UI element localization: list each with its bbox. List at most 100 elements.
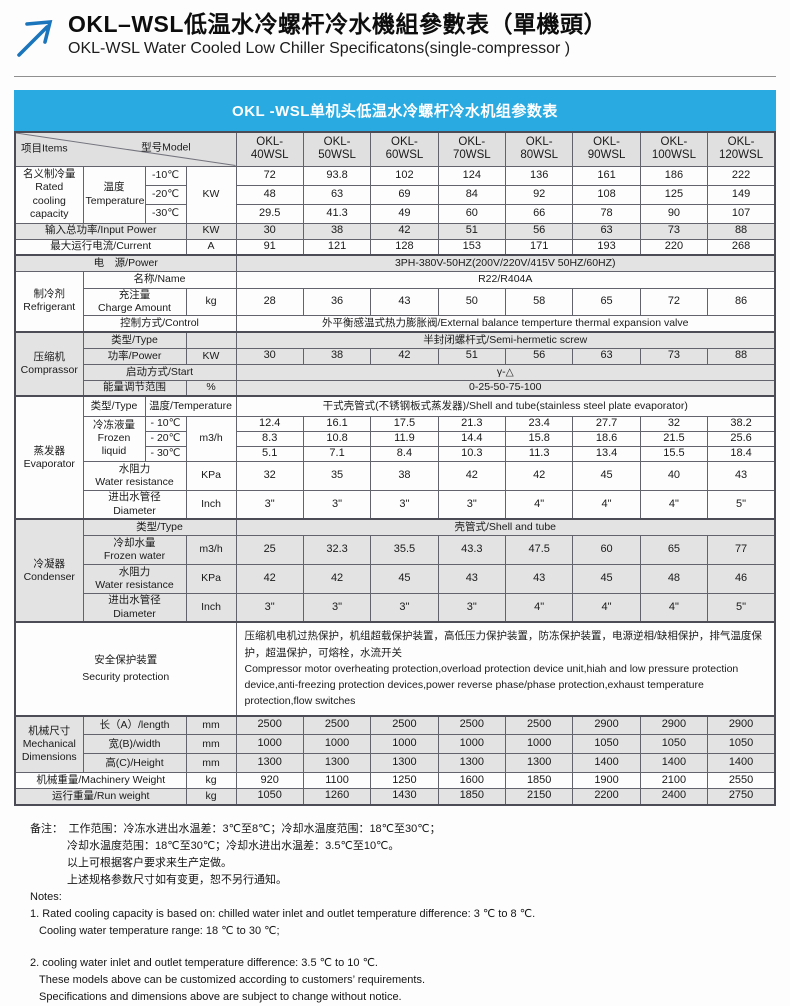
label-compressor-power: 功率/Power xyxy=(82,347,187,365)
unit-cell: kg xyxy=(185,772,237,790)
label-frozen-liquid: 冷冻液量 Frozen liquid xyxy=(82,415,146,462)
value-cell: 4" xyxy=(504,489,574,520)
value-cell: 86 xyxy=(707,287,776,316)
label-evap-diameter: 进出水管径 Diameter xyxy=(82,489,187,520)
value-cell: 1300 xyxy=(302,753,372,774)
value-cell: 42 xyxy=(370,347,439,365)
value-cell: 920 xyxy=(235,772,304,790)
value-cell: 40 xyxy=(639,460,709,491)
row-evaporator-type: 蒸发器 Evaporator 类型/Type 温度/Temperature 干式壳… xyxy=(14,395,776,520)
value-cell: 65 xyxy=(639,534,709,565)
label-width: 宽(B)/width xyxy=(82,734,187,755)
value-cell: 42 xyxy=(370,222,439,240)
value-cell: 50 xyxy=(437,287,507,316)
value-cell: 1000 xyxy=(302,734,372,755)
value-cell: 4" xyxy=(572,489,641,520)
value-cell: 21.3 xyxy=(437,415,507,432)
row-dimension-width: 宽(B)/width mm 1000 1000 1000 1000 1000 1050 10… xyxy=(15,734,776,755)
row-condenser-diameter: 进出水管径 Diameter Inch 3" 3" 3" 3" 4" 4" 4" 5" xyxy=(15,592,776,623)
value-cell: 38.2 xyxy=(707,415,776,432)
value-cell: 28 xyxy=(235,287,304,316)
model-column-header: OKL- 120WSL xyxy=(707,131,776,167)
value-cell: 2900 xyxy=(572,714,641,736)
row-condenser-water: 冷却水量 Frozen water m3/h 25 32.3 35.5 43.3 47.5… xyxy=(15,534,776,565)
value-cell: 128 xyxy=(370,238,439,256)
items-model-header: 项目Items 型号Model xyxy=(14,131,237,167)
value-cell: 32 xyxy=(639,415,709,432)
group-refrigerant: 制冷剂 Refrigerant xyxy=(14,270,84,333)
group-evaporator: 蒸发器 Evaporator xyxy=(14,395,84,520)
model-column-header: OKL- 40WSL xyxy=(235,131,304,167)
value-cell: 121 xyxy=(302,238,372,256)
page-title-zh: OKL–WSL低温水冷螺杆冷水機組參數表（單機頭） xyxy=(68,11,607,37)
temp-step-label: - 10℃ xyxy=(144,415,187,432)
value-cell: 15.5 xyxy=(639,445,709,462)
value-cell: 3" xyxy=(302,489,372,520)
label-security-protection: 安全保护装置 Security protection xyxy=(14,621,237,717)
unit-cell: A xyxy=(185,238,237,256)
value-cell: 3" xyxy=(302,592,372,623)
row-capacity-minus10: 名义制冷量 Rated cooling capacity 温度 Temperatur… xyxy=(14,165,776,224)
value-cell: 56 xyxy=(504,347,574,365)
row-compressor-power: 功率/Power KW 30 38 42 51 56 63 73 88 xyxy=(15,347,776,365)
value-cell: 102 xyxy=(370,165,439,186)
value-cell: 1300 xyxy=(504,753,574,774)
value-cell: 43.3 xyxy=(437,534,507,565)
unit-cell: kg xyxy=(185,287,237,316)
model-column-header: OKL- 80WSL xyxy=(504,131,574,167)
value-cell: 10.3 xyxy=(437,445,507,462)
value-cell: 1300 xyxy=(437,753,507,774)
value-cell: 136 xyxy=(504,165,574,186)
value-cell: 4" xyxy=(639,592,709,623)
value-cell: 222 xyxy=(707,165,776,186)
value-cell: 1400 xyxy=(572,753,641,774)
value-cell: 92 xyxy=(504,184,574,205)
value-cell: 72 xyxy=(235,165,304,186)
value-cell: 72 xyxy=(639,287,709,316)
value-cell: 60 xyxy=(437,203,507,224)
spec-table: 项目Items 型号Model OKL- 40WSL OKL- 50WSL OKL- 60… xyxy=(14,131,776,806)
value-cell: 4" xyxy=(639,489,709,520)
up-right-arrow-icon xyxy=(14,10,60,63)
value-cell: 3" xyxy=(437,489,507,520)
value-cell: 153 xyxy=(437,238,507,256)
unit-cell: m3/h xyxy=(185,534,237,565)
value-cell: 78 xyxy=(572,203,641,224)
value-cell: 1050 xyxy=(707,734,776,755)
value-cell: 1050 xyxy=(639,734,709,755)
value-cell: 2500 xyxy=(437,714,507,736)
label-evap-water-resistance: 水阻力 Water resistance xyxy=(82,460,187,491)
value-cell: 43 xyxy=(437,563,507,594)
note-line: 备注： 工作范围：冷冻水进出水温差：3℃至8℃；冷却水温度范围：18℃至30℃； xyxy=(30,822,441,835)
value-cell: 63 xyxy=(572,347,641,365)
value-cell: 11.9 xyxy=(370,430,439,447)
unit-cell: mm xyxy=(185,734,237,755)
value-cell: 21.5 xyxy=(639,430,709,447)
value-cell: 1430 xyxy=(370,788,439,806)
row-capacity-minus30: -30℃ 29.5 41.3 49 60 66 78 90 107 xyxy=(15,203,776,224)
label-evaporator-temp: 温度/Temperature xyxy=(144,395,237,417)
value-cell: 30 xyxy=(235,347,304,365)
value-cell: 66 xyxy=(504,203,574,224)
value-cell: 2900 xyxy=(707,714,776,736)
value-cell: 1260 xyxy=(302,788,372,806)
value-cell: 25 xyxy=(235,534,304,565)
label-control: 控制方式/Control xyxy=(82,314,237,333)
unit-cell: Inch xyxy=(185,489,237,520)
temp-step-label: - 20℃ xyxy=(144,430,187,447)
value-cell: 91 xyxy=(235,238,304,256)
value-cell: 2500 xyxy=(235,714,304,736)
label-charge-amount: 充注量 Charge Amount xyxy=(82,287,187,316)
value-cell: 268 xyxy=(707,238,776,256)
diagonal-divider xyxy=(16,133,236,166)
note-line: 以上可根据客户要求来生产定做。 xyxy=(67,856,232,869)
value-cell: 42 xyxy=(302,563,372,594)
unit-cell: kg xyxy=(185,788,237,806)
value-cell: 7.1 xyxy=(302,445,372,462)
row-run-weight: 运行重量/Run weight kg 1050 1260 1430 1850 2150 2… xyxy=(14,788,776,806)
value-cell: 1300 xyxy=(370,753,439,774)
value-cell: 1100 xyxy=(302,772,372,790)
label-compressor-type: 类型/Type xyxy=(82,331,187,349)
security-protection-text: 压缩机电机过热保护，机组超载保护装置，高低压力保护装置，防冻保护装置，电源逆相/… xyxy=(235,621,776,717)
value-cell: 38 xyxy=(302,347,372,365)
